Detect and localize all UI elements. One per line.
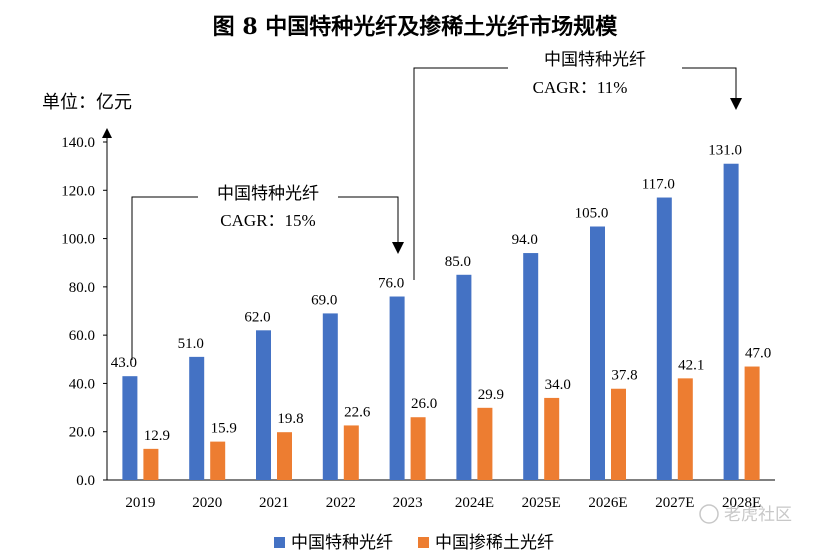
legend-label-special-fiber: 中国特种光纤 [291, 533, 393, 553]
bar-rare-earth-fiber [277, 432, 292, 480]
legend-swatch-special-fiber [274, 537, 285, 548]
cagr-annotation-1: 中国特种光纤 CAGR：15% [131, 184, 404, 360]
data-label-special-fiber: 131.0 [708, 143, 742, 159]
data-label-special-fiber: 51.0 [178, 336, 204, 352]
data-label-special-fiber: 94.0 [512, 232, 538, 248]
x-tick-label: 2024E [455, 495, 494, 511]
data-label-special-fiber: 76.0 [378, 276, 404, 292]
bar-rare-earth-fiber [210, 441, 226, 480]
data-label-rare-earth-fiber: 19.8 [277, 411, 303, 427]
bar-special-fiber [256, 330, 271, 480]
annotation-2-left-bracket [413, 67, 508, 280]
bar-special-fiber [189, 356, 205, 480]
bar-special-fiber [590, 226, 605, 480]
y-tick-label: 120.0 [61, 183, 95, 199]
x-tick-label: 2027E [655, 495, 694, 511]
bars [122, 163, 760, 480]
data-label-rare-earth-fiber: 37.8 [611, 368, 637, 384]
bar-rare-earth-fiber [477, 407, 493, 480]
y-tick-label: 140.0 [61, 135, 95, 151]
x-tick-label: 2028E [722, 495, 761, 511]
legend: 中国特种光纤 中国掺稀土光纤 [274, 533, 554, 553]
bar-special-fiber [523, 253, 539, 480]
annotation-2-right-bracket [682, 67, 737, 100]
annotation-1-right-bracket [338, 196, 399, 246]
data-label-special-fiber: 117.0 [642, 177, 675, 193]
y-tick-label: 100.0 [61, 232, 95, 248]
x-tick-label: 2022 [326, 495, 356, 511]
bar-rare-earth-fiber [611, 388, 626, 480]
data-label-rare-earth-fiber: 42.1 [678, 357, 704, 373]
legend-swatch-rare-earth-fiber [418, 537, 429, 548]
chart-title: 图 8 中国特种光纤及掺稀土光纤市场规模 [213, 14, 619, 40]
annotation-2-cagr: CAGR：11% [533, 78, 628, 97]
bar-special-fiber [656, 197, 672, 480]
x-tick-label: 2025E [522, 495, 561, 511]
annotation-1-series-label: 中国特种光纤 [217, 184, 319, 204]
bar-special-fiber [322, 313, 338, 480]
data-label-special-fiber: 69.0 [311, 292, 337, 308]
data-label-rare-earth-fiber: 22.6 [344, 404, 371, 420]
watermark-logo-icon [699, 504, 719, 524]
data-label-rare-earth-fiber: 15.9 [211, 421, 237, 437]
x-tick-label: 2026E [588, 495, 627, 511]
x-tick-label: 2023 [393, 495, 423, 511]
data-label-rare-earth-fiber: 12.9 [144, 428, 170, 444]
bar-special-fiber [723, 163, 739, 480]
watermark: 老虎社区 [699, 504, 792, 525]
bar-rare-earth-fiber [143, 448, 159, 480]
data-label-special-fiber: 85.0 [445, 254, 471, 270]
bar-special-fiber [456, 274, 472, 480]
annotation-2-arrowhead [730, 98, 742, 110]
bar-rare-earth-fiber [343, 425, 359, 480]
y-tick-label: 20.0 [69, 425, 95, 441]
x-tick-label: 2020 [192, 495, 222, 511]
legend-label-rare-earth-fiber: 中国掺稀土光纤 [435, 533, 554, 553]
bar-special-fiber [122, 376, 138, 480]
annotation-2-series-label: 中国特种光纤 [544, 50, 646, 70]
data-label-rare-earth-fiber: 47.0 [745, 346, 771, 362]
annotation-1-left-bracket [131, 196, 198, 360]
watermark-text: 老虎社区 [724, 505, 792, 525]
annotation-1-cagr: CAGR：15% [220, 211, 315, 230]
data-label-rare-earth-fiber: 34.0 [545, 377, 571, 393]
x-tick-label: 2019 [125, 495, 155, 511]
y-tick-label: 80.0 [69, 280, 95, 296]
x-axis-categories: 2019 2020 2021 2022 2023 2024E 2025E 2026E 2027E… [125, 495, 761, 511]
bar-special-fiber [389, 296, 405, 480]
y-tick-label: 60.0 [69, 328, 95, 344]
x-tick-label: 2021 [259, 495, 289, 511]
y-axis-ticks: 0.0 20.0 40.0 60.0 80.0 100.0 120.0 140.0 [61, 135, 107, 489]
data-label-special-fiber: 105.0 [575, 206, 609, 222]
bar-rare-earth-fiber [410, 417, 426, 480]
bar-rare-earth-fiber [544, 397, 560, 480]
data-label-rare-earth-fiber: 26.0 [411, 396, 437, 412]
annotation-1-arrowhead [392, 242, 404, 254]
bar-rare-earth-fiber [744, 366, 760, 480]
data-label-rare-earth-fiber: 29.9 [478, 387, 504, 403]
bar-rare-earth-fiber [677, 378, 693, 480]
y-axis-arrowhead [102, 128, 112, 138]
cagr-annotation-2: 中国特种光纤 CAGR：11% [413, 50, 742, 280]
y-tick-label: 40.0 [69, 376, 95, 392]
y-tick-label: 0.0 [76, 473, 95, 489]
data-labels: 43.0 12.9 51.0 15.9 62.0 19.8 69.0 22.6 76.0 26.0… [111, 143, 771, 444]
data-label-special-fiber: 43.0 [111, 355, 137, 371]
y-axis-unit-label: 单位：亿元 [42, 92, 132, 113]
data-label-special-fiber: 62.0 [244, 309, 270, 325]
